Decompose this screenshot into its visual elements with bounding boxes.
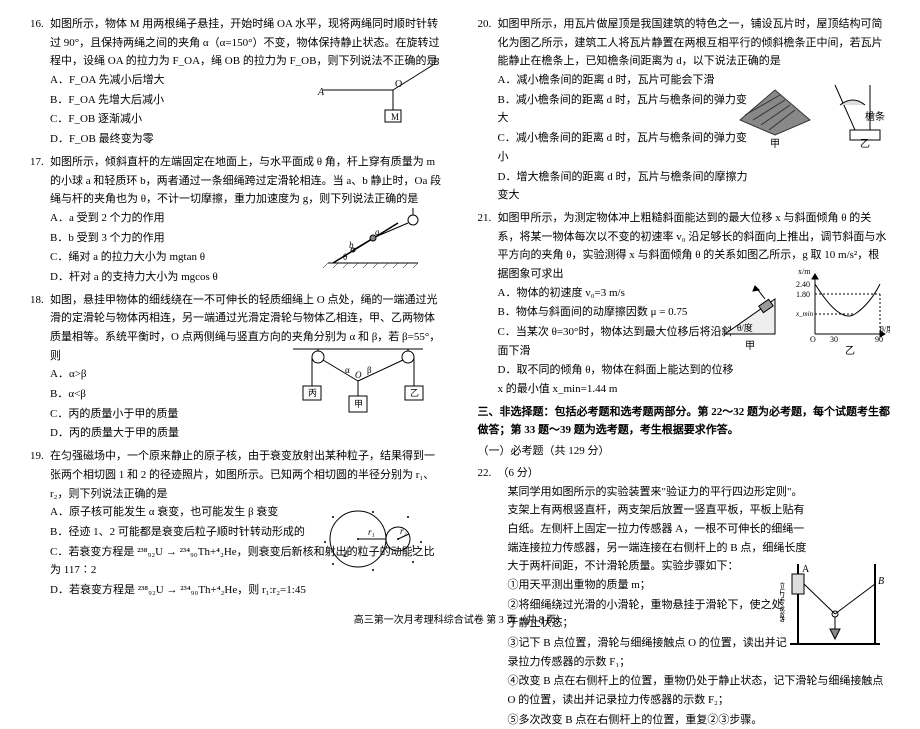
svg-text:2: 2 xyxy=(343,549,348,560)
right-column: 20. 如图甲所示，用瓦片做屋顶是我国建筑的特色之一，铺设瓦片时，屋顶结构可简化… xyxy=(478,15,891,610)
svg-text:r₁: r₁ xyxy=(368,527,375,537)
figure-21: θ/度 甲 x/m 2.40 1.80 xyxy=(720,264,890,359)
page-footer: 高三第一次月考理科综合试卷 第 3 页（共 8 页） xyxy=(0,612,920,629)
q17-number: 17. xyxy=(30,153,44,172)
q21-options: A．物体的初速度 v₀=3 m/s B．物体与斜面间的动摩擦因数 μ = 0.7… xyxy=(498,284,738,399)
q18-opt-d: D．丙的质量大于甲的质量 xyxy=(50,424,443,443)
question-21: 21. 如图甲所示，为测定物体冲上粗糙斜面能达到的最大位移 x 与斜面倾角 θ … xyxy=(478,209,891,399)
svg-text:檐条: 檐条 xyxy=(865,110,885,123)
svg-text:2.40: 2.40 xyxy=(796,280,810,289)
left-column: 16. 如图所示，物体 M 用两根绳子悬挂，开始时绳 OA 水平，现将两绳同时顺… xyxy=(30,15,443,610)
svg-text:1.80: 1.80 xyxy=(796,290,810,299)
figure-22: A B 拉力传感器 xyxy=(780,559,890,654)
svg-text:β: β xyxy=(367,365,372,375)
svg-text:a: a xyxy=(375,227,380,237)
figure-17: a b θ xyxy=(323,208,443,273)
q22-number: 22. xyxy=(478,464,492,483)
q16-number: 16. xyxy=(30,15,44,34)
svg-text:O: O xyxy=(355,370,362,380)
figure-16: M O A B xyxy=(313,55,443,125)
svg-text:α: α xyxy=(345,365,350,375)
svg-text:甲: 甲 xyxy=(745,341,755,352)
q17-text: 如图所示，倾斜直杆的左端固定在地面上，与水平面成 θ 角，杆上穿有质量为 m 的… xyxy=(50,153,443,209)
svg-text:乙: 乙 xyxy=(860,138,870,150)
svg-text:乙: 乙 xyxy=(845,345,855,357)
q18-number: 18. xyxy=(30,291,44,310)
svg-text:x/m: x/m xyxy=(798,267,811,276)
q21-number: 21. xyxy=(478,209,492,228)
question-17: 17. 如图所示，倾斜直杆的左端固定在地面上，与水平面成 θ 角，杆上穿有质量为… xyxy=(30,153,443,287)
svg-text:b: b xyxy=(349,240,354,250)
q22-text: 某同学用如图所示的实验装置来"验证力的平行四边形定则"。支架上有两根竖直杆，两支… xyxy=(508,483,808,576)
q20-text: 如图甲所示，用瓦片做屋顶是我国建筑的特色之一，铺设瓦片时，屋顶结构可简化为图乙所… xyxy=(498,15,891,71)
q20-options: A．减小檐条间的距离 d 时，瓦片可能会下滑 B．减小檐条间的距离 d 时，瓦片… xyxy=(498,71,758,205)
svg-text:θ: θ xyxy=(343,252,347,262)
question-16: 16. 如图所示，物体 M 用两根绳子悬挂，开始时绳 OA 水平，现将两绳同时顺… xyxy=(30,15,443,149)
figure-18: O α β 丙 甲 乙 xyxy=(283,341,433,421)
svg-text:O: O xyxy=(395,79,402,90)
q22-s3: ③记下 B 点位置，滑轮与细绳接触点 O 的位置，读出并记录拉力传感器的示数 F… xyxy=(508,634,788,671)
svg-text:B: B xyxy=(878,576,884,587)
sub-1-title: （一）必考题（共 129 分） xyxy=(478,442,891,461)
section-3-title: 三、非选择题：包括必考题和选考题两部分。第 22～32 题为必考题，每个试题考生… xyxy=(478,403,891,440)
q19-opt-d: D．若衰变方程是 ²³⁸₉₂U → ²³⁴₉₀Th+⁴₂He，则 r₁:r₂=1… xyxy=(50,581,443,600)
svg-text:O: O xyxy=(810,335,816,344)
svg-text:甲: 甲 xyxy=(770,139,780,150)
q20-number: 20. xyxy=(478,15,492,34)
page-columns: 16. 如图所示，物体 M 用两根绳子悬挂，开始时绳 OA 水平，现将两绳同时顺… xyxy=(30,15,890,610)
svg-text:θ/度: θ/度 xyxy=(880,324,890,334)
figure-19: r₁ r₂ 2 1 xyxy=(313,502,433,577)
q20-opt-a: A．减小檐条间的距离 d 时，瓦片可能会下滑 xyxy=(498,71,758,90)
svg-text:A: A xyxy=(802,564,810,575)
svg-text:M: M xyxy=(391,112,399,122)
q21-opt-a: A．物体的初速度 v₀=3 m/s xyxy=(498,284,738,303)
svg-text:1: 1 xyxy=(411,544,416,555)
figure-20: 甲 檐条 乙 xyxy=(735,65,890,155)
q16-opt-d: D．F_OB 最终变为零 xyxy=(50,130,443,149)
question-20: 20. 如图甲所示，用瓦片做屋顶是我国建筑的特色之一，铺设瓦片时，屋顶结构可简化… xyxy=(478,15,891,205)
q20-opt-b: B．减小檐条间的距离 d 时，瓦片与檐条间的弹力变大 xyxy=(498,91,758,128)
question-22: 22. （6 分） 某同学用如图所示的实验装置来"验证力的平行四边形定则"。支架… xyxy=(478,464,891,729)
svg-text:30: 30 xyxy=(830,335,838,344)
q19-number: 19. xyxy=(30,447,44,466)
svg-text:r₂: r₂ xyxy=(400,526,407,536)
q21-opt-c: C．当某次 θ=30°时，物体达到最大位移后将沿斜面下滑 xyxy=(498,323,738,360)
question-18: 18. 如图，悬挂甲物体的细线绕在一不可伸长的轻质细绳上 O 点处，绳的一端通过… xyxy=(30,291,443,444)
svg-text:x_min: x_min xyxy=(795,310,814,318)
q22-points: （6 分） xyxy=(498,464,891,483)
q22-s5: ⑤多次改变 B 点在右侧杆上的位置，重复②③步骤。 xyxy=(508,711,891,729)
svg-text:A: A xyxy=(317,87,325,98)
svg-text:B: B xyxy=(433,57,439,68)
question-19: 19. 在匀强磁场中，一个原来静止的原子核，由于衰变放射出某种粒子，结果得到一张… xyxy=(30,447,443,600)
svg-text:丙: 丙 xyxy=(308,388,317,398)
svg-text:甲: 甲 xyxy=(354,399,363,409)
svg-text:θ/度: θ/度 xyxy=(737,322,753,333)
q20-opt-c: C．减小檐条间的距离 d 时，瓦片与檐条间的弹力变小 xyxy=(498,129,758,166)
q21-opt-b: B．物体与斜面间的动摩擦因数 μ = 0.75 xyxy=(498,303,738,322)
svg-text:乙: 乙 xyxy=(410,388,419,398)
q21-opt-d: D．取不同的倾角 θ，物体在斜面上能达到的位移 x 的最小值 x_min=1.4… xyxy=(498,361,738,398)
q20-opt-d: D．增大檐条间的距离 d 时，瓦片与檐条间的摩擦力变大 xyxy=(498,168,758,205)
q19-text: 在匀强磁场中，一个原来静止的原子核，由于衰变放射出某种粒子，结果得到一张两个相切… xyxy=(50,447,443,503)
svg-text:90: 90 xyxy=(875,335,883,344)
q22-s4: ④改变 B 点在右侧杆上的位置，重物仍处于静止状态，记下滑轮与细绳接触点 O 的… xyxy=(508,672,891,709)
